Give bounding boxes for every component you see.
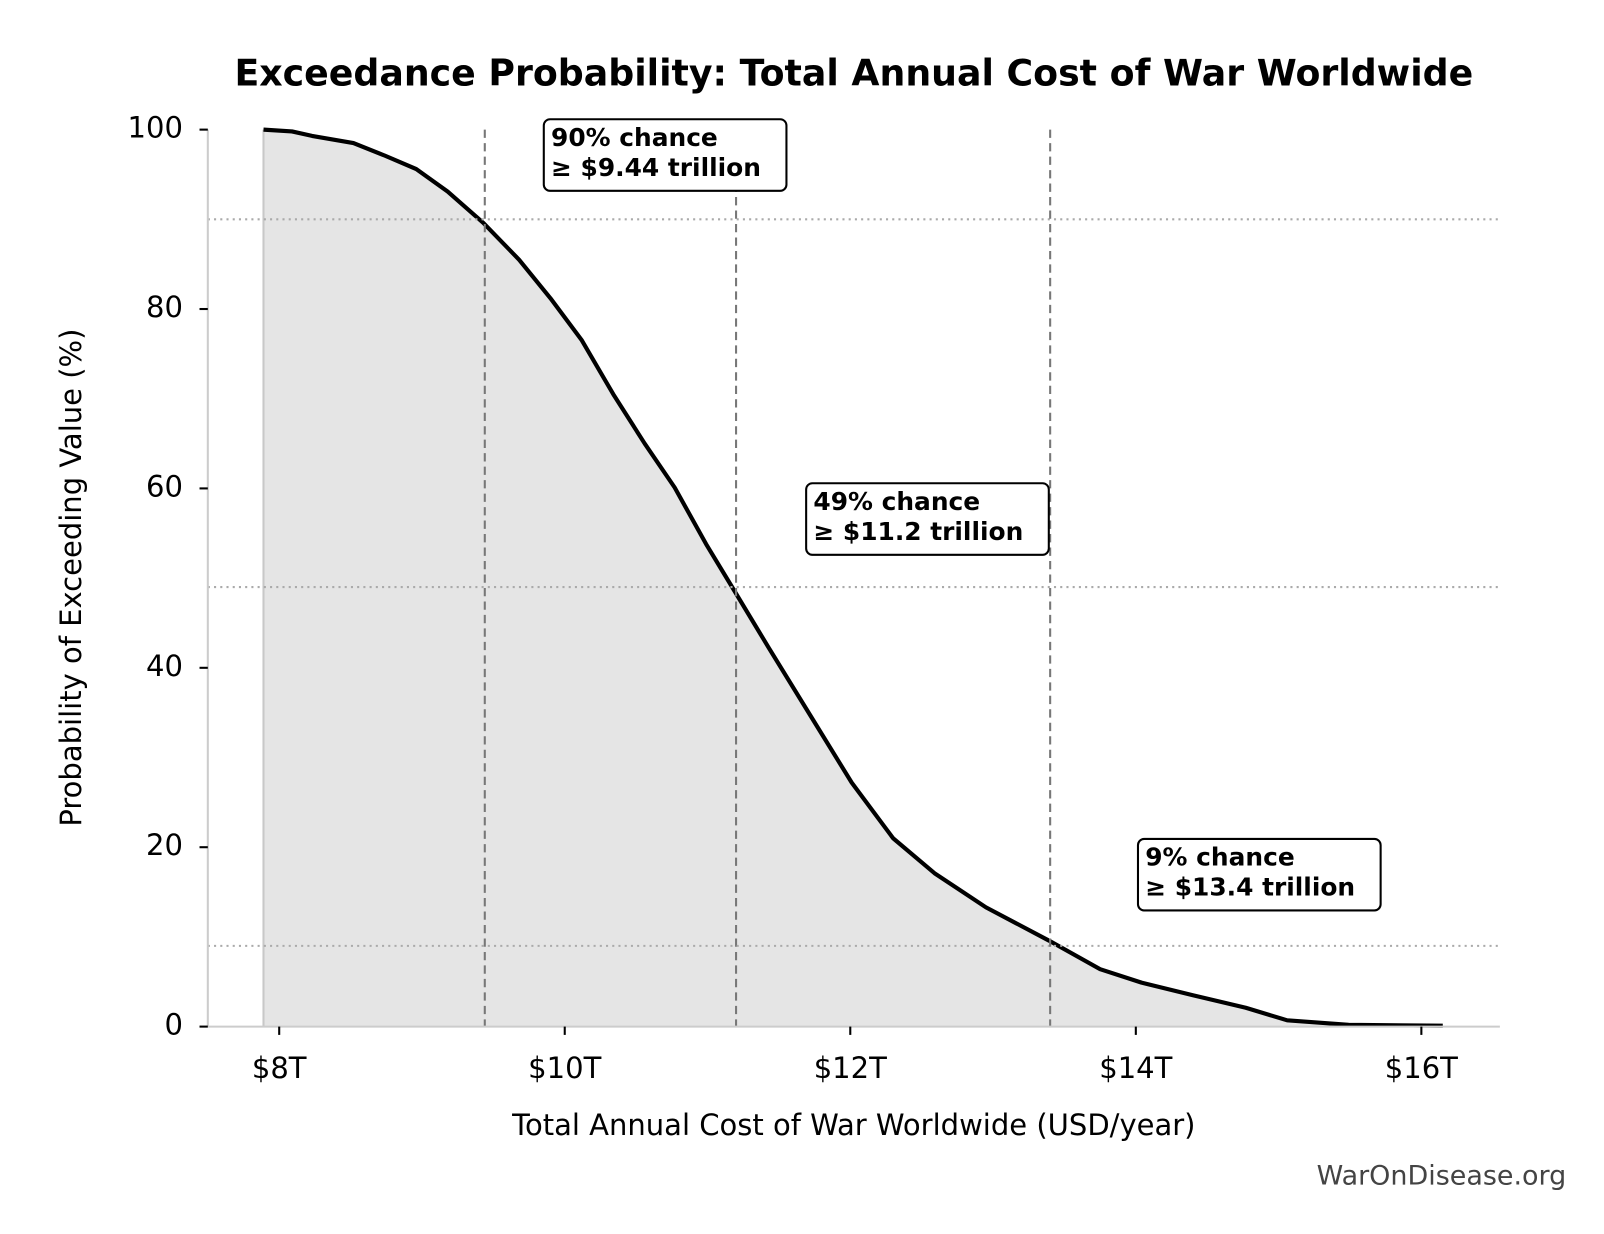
area-fill — [263, 129, 1443, 1027]
y-tick-label: 0 — [164, 1008, 182, 1042]
watermark: WarOnDisease.org — [1317, 1160, 1567, 1191]
y-tick-label: 20 — [146, 828, 183, 862]
curve — [263, 127, 1443, 1028]
x-tick-label: $14T — [1099, 1051, 1172, 1085]
annotation-text: ≥ $11.2 trillion — [813, 517, 1023, 546]
x-tick-label: $10T — [528, 1051, 601, 1085]
y-tick-label: 60 — [146, 469, 183, 503]
annotation-box — [805, 482, 1050, 556]
y-axis-label: Probability of Exceeding Value (%) — [54, 329, 88, 827]
x-tick-label: $12T — [814, 1051, 887, 1085]
chart-title: Exceedance Probability: Total Annual Cos… — [234, 52, 1473, 95]
annotation-box — [1136, 837, 1382, 912]
annotation-text: ≥ $9.44 trillion — [551, 153, 761, 182]
annotation-text: 9% chance — [1145, 843, 1294, 872]
y-tick-label: 80 — [146, 290, 183, 324]
x-tick-label: $16T — [1385, 1051, 1458, 1085]
annotation-box — [542, 118, 788, 192]
y-tick-label: 40 — [146, 649, 183, 683]
y-tick-label: 100 — [128, 111, 183, 145]
x-tick-label: $8T — [252, 1051, 307, 1085]
x-axis-label: Total Annual Cost of War Worldwide (USD/… — [511, 1108, 1195, 1142]
annotation-text: ≥ $13.4 trillion — [1145, 873, 1355, 902]
annotation-text: 90% chance — [551, 123, 718, 152]
annotation-text: 49% chance — [813, 487, 980, 516]
